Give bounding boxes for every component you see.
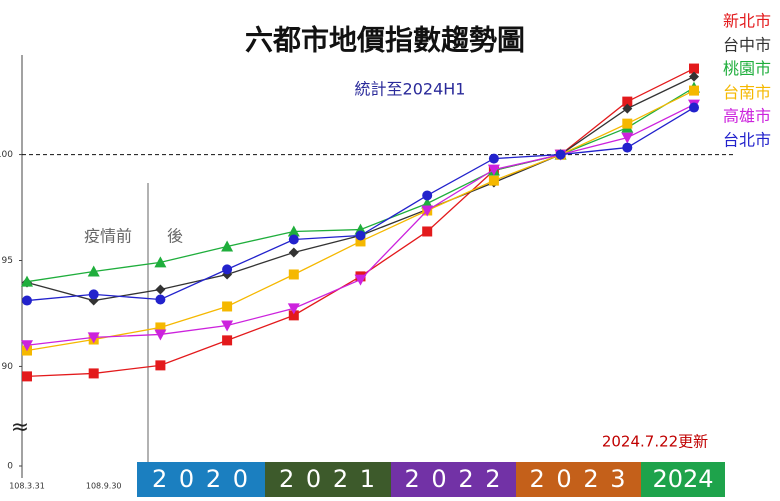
marker [422,190,433,201]
legend-entry: 桃園市 [723,59,771,78]
marker [87,332,100,344]
update-note: 2024.7.22更新 [602,433,708,451]
year-band-label: 2 0 2 1 [279,465,377,493]
year-band-label: 2 0 2 3 [530,465,628,493]
marker [288,247,299,258]
marker [487,164,500,176]
marker [88,289,99,300]
marker [155,294,166,305]
marker [621,132,634,144]
chart-title: 六都市地價指數趨勢圖 [245,24,525,57]
marker [488,153,499,164]
annotation: 疫情前 [84,227,132,246]
legend-entry: 台南市 [723,83,771,102]
series-line [26,67,695,378]
x-tick-label: 108.3.31 [9,482,45,491]
year-band [265,462,391,497]
marker [222,264,233,275]
marker [22,295,32,306]
marker [622,96,633,107]
marker [354,274,367,286]
marker [288,234,299,245]
marker [622,142,633,153]
y-tick-label: 0 [7,462,13,472]
marker [154,329,167,341]
year-band [137,462,265,497]
y-tick-label: 90 [2,362,14,372]
marker [221,320,234,332]
marker [288,310,299,321]
year-band-label: 2024 [652,465,713,493]
year-band [391,462,516,497]
legend-entry: 新北市 [723,12,771,31]
marker [355,236,366,247]
marker [87,265,100,277]
marker [222,301,233,312]
marker [622,118,633,129]
marker [622,103,633,114]
x-tick-label: 108.9.30 [86,482,122,491]
marker [155,322,166,333]
axis-break: ≈ [11,415,29,440]
year-band-label: 2 0 2 0 [152,465,250,493]
marker [155,360,166,371]
subtitle: 統計至2024H1 [355,80,466,99]
marker [555,149,566,160]
marker [155,284,166,295]
series-line [26,90,695,352]
marker [22,371,32,382]
y-tick-label: 100 [0,150,13,160]
year-band [641,462,725,497]
year-band [516,462,641,497]
marker [488,175,499,186]
marker [21,275,33,287]
marker [288,269,299,280]
marker [222,335,233,346]
marker [287,303,300,315]
marker [154,256,167,268]
annotation: 後 [167,227,183,246]
legend-entry: 台中市 [723,35,771,54]
y-tick-label: 95 [2,256,13,266]
marker [21,340,33,352]
marker [88,368,99,379]
year-band-label: 2 0 2 2 [405,465,503,493]
series-line [26,87,695,283]
legend-entry: 高雄市 [723,107,771,126]
marker [355,230,366,241]
legend-entry: 台北市 [723,131,771,150]
marker [287,225,300,237]
marker [221,240,234,252]
marker [422,226,433,237]
marker [689,102,699,113]
marker [421,205,434,217]
marker [689,71,699,82]
marker [689,63,699,74]
marker [689,85,699,96]
